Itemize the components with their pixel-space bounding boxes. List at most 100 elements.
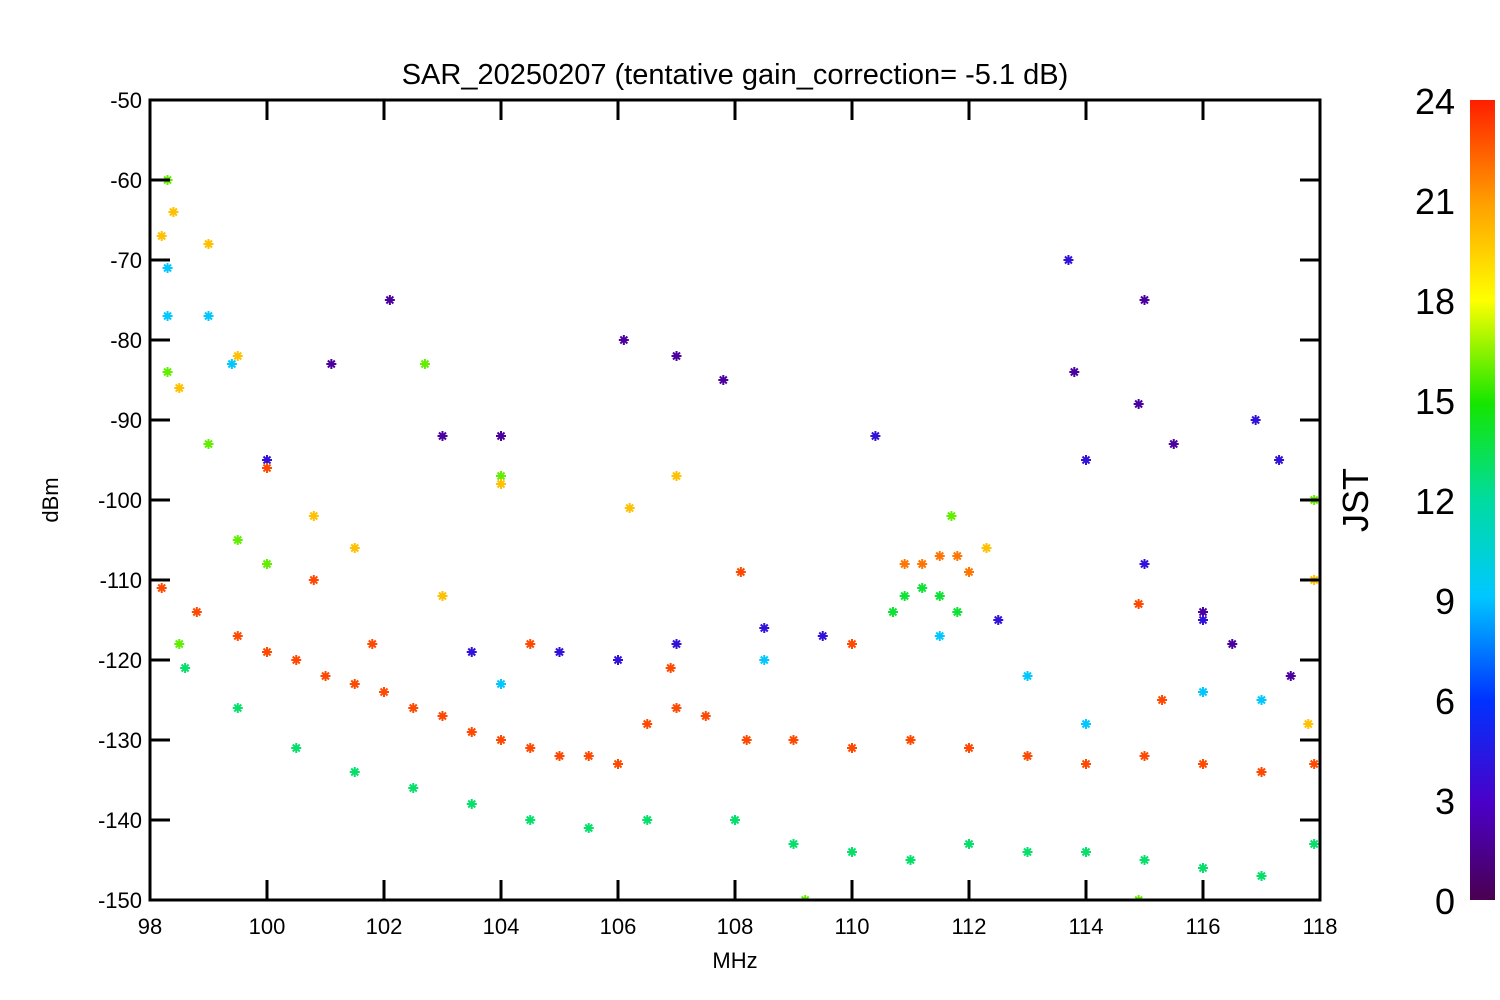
data-point bbox=[1274, 455, 1285, 465]
y-tick-label: -120 bbox=[98, 648, 142, 673]
data-point bbox=[203, 439, 214, 449]
data-point bbox=[1133, 399, 1144, 409]
colorbar-tick-label: 3 bbox=[1435, 781, 1455, 822]
data-point bbox=[1069, 367, 1080, 377]
data-point bbox=[1022, 671, 1033, 681]
data-point bbox=[408, 703, 419, 713]
data-point bbox=[847, 743, 857, 753]
data-point bbox=[174, 639, 185, 649]
data-point bbox=[1081, 847, 1091, 857]
data-point bbox=[870, 431, 881, 441]
data-point bbox=[156, 231, 167, 241]
data-point bbox=[847, 639, 857, 649]
data-point bbox=[162, 367, 173, 377]
colorbar-ticks: 0 3 6 9 12 15 18 21 24 bbox=[1415, 81, 1455, 922]
x-tick-label: 98 bbox=[138, 914, 162, 939]
x-tick-label: 104 bbox=[483, 914, 520, 939]
data-point bbox=[1081, 455, 1091, 465]
x-tick-label: 102 bbox=[366, 914, 403, 939]
data-point bbox=[583, 751, 594, 761]
data-point bbox=[349, 679, 360, 689]
data-point bbox=[665, 663, 676, 673]
x-tick-label: 118 bbox=[1302, 914, 1337, 939]
y-tick-label: -100 bbox=[98, 488, 142, 513]
data-point bbox=[232, 631, 243, 641]
data-point bbox=[1198, 863, 1208, 873]
x-tick-label: 106 bbox=[600, 914, 637, 939]
data-point bbox=[618, 335, 629, 345]
data-point bbox=[1198, 615, 1208, 625]
data-point bbox=[905, 855, 916, 865]
data-point bbox=[262, 463, 272, 473]
y-tick-label: -140 bbox=[98, 808, 142, 833]
data-point bbox=[180, 663, 191, 673]
y-tick-label: -110 bbox=[100, 568, 142, 593]
data-point bbox=[174, 383, 185, 393]
data-point bbox=[437, 591, 448, 601]
data-point bbox=[1139, 751, 1150, 761]
data-point bbox=[788, 735, 799, 745]
data-point bbox=[613, 759, 623, 769]
data-point bbox=[437, 431, 448, 441]
data-point bbox=[496, 431, 506, 441]
x-tick-label: 116 bbox=[1185, 914, 1220, 939]
y-tick-label: -80 bbox=[110, 328, 142, 353]
data-point bbox=[232, 703, 243, 713]
data-point bbox=[191, 607, 202, 617]
colorbar-tick-label: 6 bbox=[1435, 681, 1455, 722]
data-point bbox=[671, 639, 682, 649]
data-point bbox=[1256, 767, 1267, 777]
data-point bbox=[262, 647, 272, 657]
data-point bbox=[934, 551, 945, 561]
data-point bbox=[1133, 895, 1144, 900]
data-point bbox=[1063, 255, 1074, 265]
y-axis: -50 -60 -70 -80 -90 -100 -110 -120 -130 -140 -150 bbox=[98, 88, 1320, 913]
data-point bbox=[1256, 695, 1267, 705]
x-tick-label: 112 bbox=[951, 914, 986, 939]
data-point bbox=[1168, 439, 1179, 449]
colorbar-tick-label: 24 bbox=[1415, 81, 1455, 122]
data-point bbox=[226, 359, 237, 369]
data-point bbox=[993, 615, 1004, 625]
data-point bbox=[1309, 839, 1320, 849]
data-point bbox=[496, 479, 506, 489]
data-point bbox=[759, 655, 770, 665]
data-point bbox=[1309, 759, 1320, 769]
data-point bbox=[730, 815, 740, 825]
data-point bbox=[466, 647, 477, 657]
data-point bbox=[162, 263, 173, 273]
data-point bbox=[1139, 295, 1150, 305]
data-point bbox=[981, 543, 992, 553]
data-point bbox=[1303, 719, 1314, 729]
x-axis: 98 100 102 104 106 108 110 112 114 116 118 bbox=[138, 100, 1338, 939]
data-point bbox=[203, 311, 214, 321]
data-point bbox=[788, 839, 799, 849]
data-point bbox=[1022, 751, 1033, 761]
y-tick-label: -90 bbox=[110, 408, 142, 433]
data-point bbox=[1198, 759, 1208, 769]
colorbar-label: JST bbox=[1335, 468, 1376, 532]
colorbar-tick-label: 21 bbox=[1415, 181, 1455, 222]
data-point bbox=[1139, 855, 1150, 865]
data-point bbox=[1256, 871, 1267, 881]
y-tick-label: -70 bbox=[110, 248, 142, 273]
data-point bbox=[624, 503, 635, 513]
data-point bbox=[847, 847, 857, 857]
data-point bbox=[232, 535, 243, 545]
data-point bbox=[232, 351, 243, 361]
colorbar-tick-label: 9 bbox=[1435, 581, 1455, 622]
data-point bbox=[905, 735, 916, 745]
data-point bbox=[917, 583, 928, 593]
data-point bbox=[952, 607, 963, 617]
colorbar-tick-label: 15 bbox=[1415, 381, 1455, 422]
data-point bbox=[349, 543, 360, 553]
data-point bbox=[437, 711, 448, 721]
data-point bbox=[934, 631, 945, 641]
x-tick-label: 100 bbox=[249, 914, 286, 939]
data-point bbox=[1133, 599, 1144, 609]
x-axis-label: MHz bbox=[712, 948, 757, 973]
data-point bbox=[525, 639, 536, 649]
data-point bbox=[964, 839, 974, 849]
x-tick-label: 114 bbox=[1068, 914, 1103, 939]
data-point bbox=[1227, 639, 1238, 649]
